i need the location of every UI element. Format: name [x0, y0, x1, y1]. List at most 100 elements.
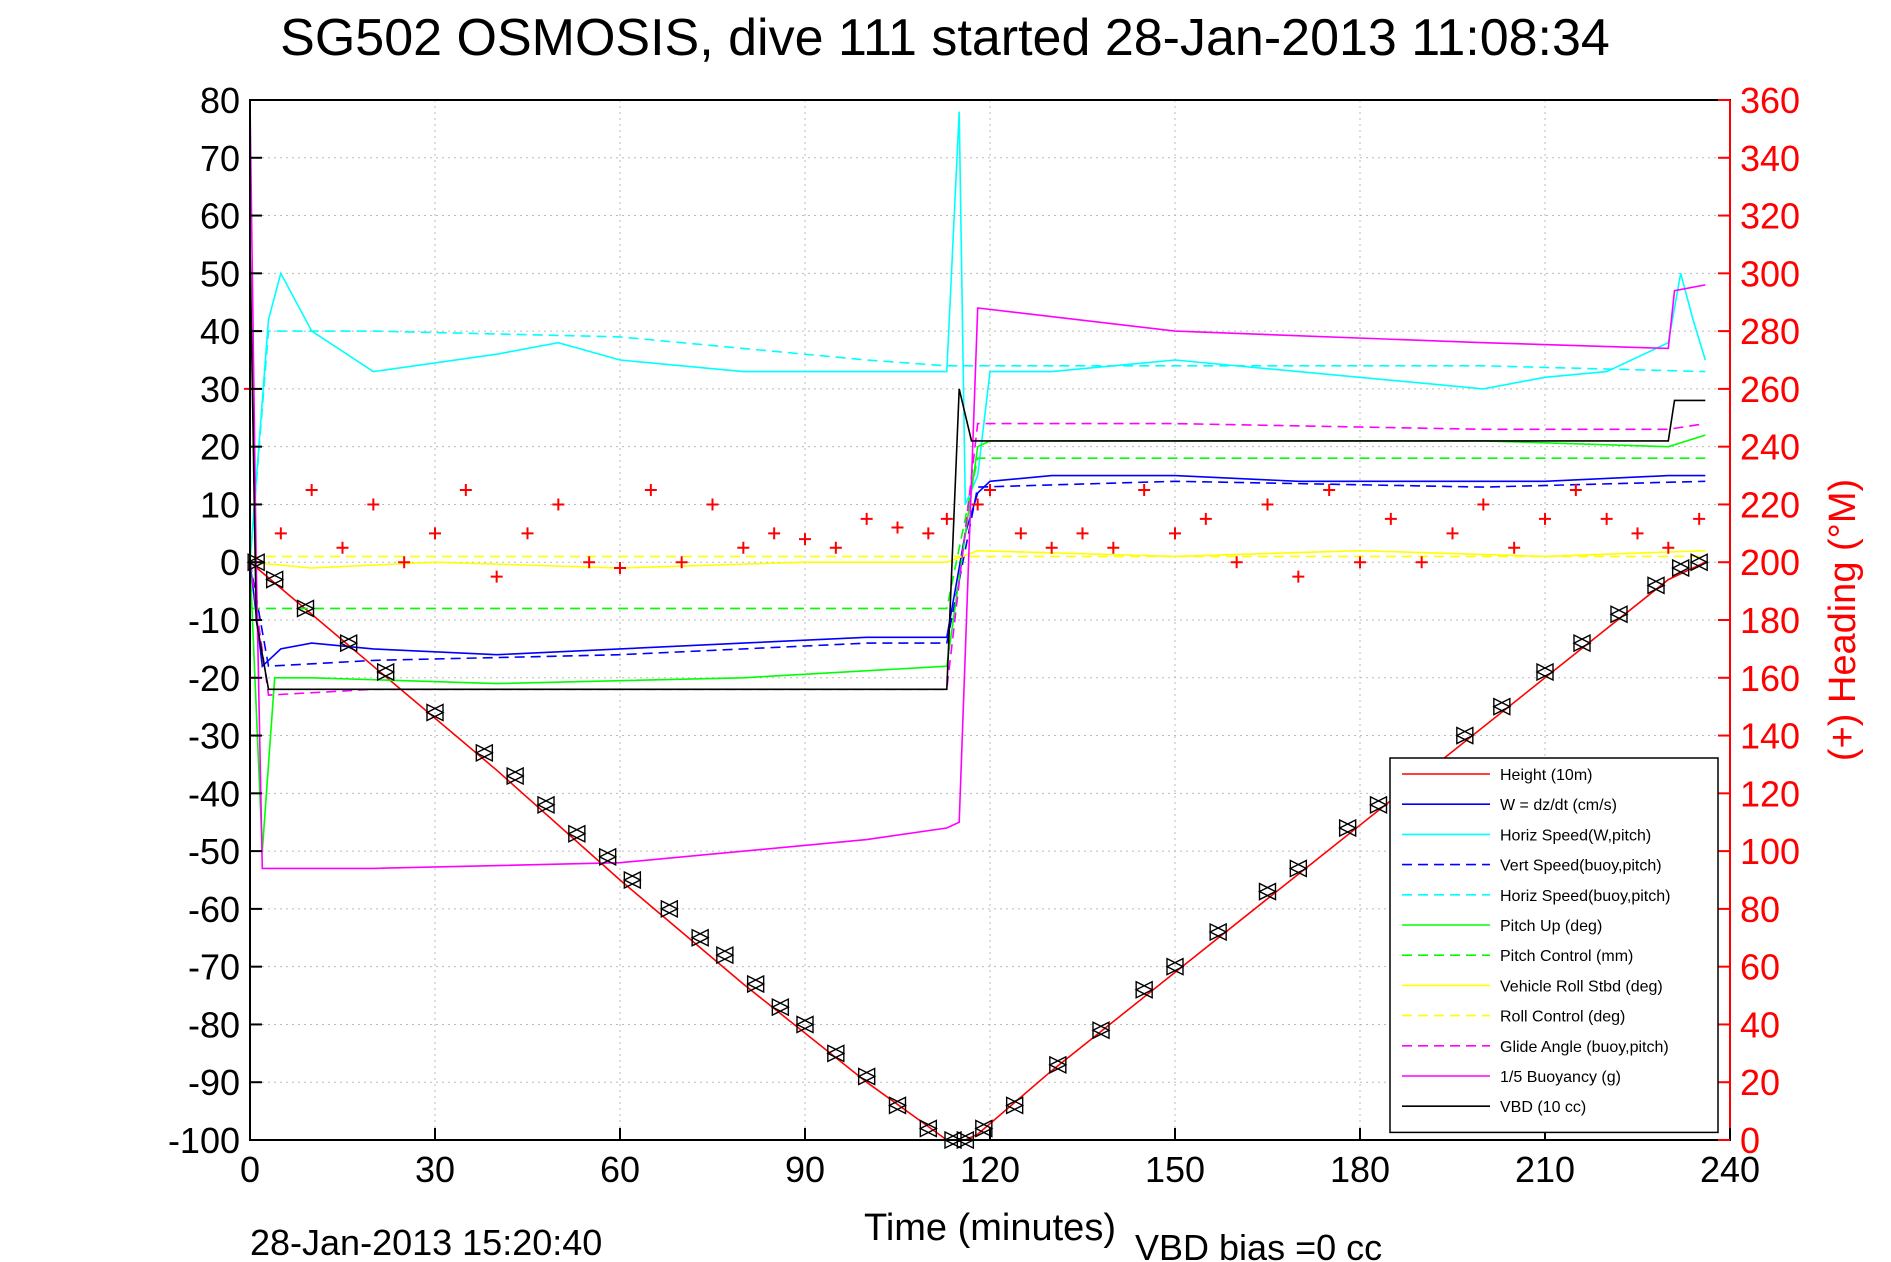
y-tick-label: -50 [188, 831, 240, 872]
heading-point [768, 527, 781, 540]
depth-marker [1492, 697, 1512, 716]
heading-point [274, 527, 287, 540]
y-tick-label: 40 [200, 311, 240, 352]
y-tick-label: -40 [188, 773, 240, 814]
heading-point [1199, 512, 1212, 525]
depth-marker [1368, 795, 1389, 815]
chart-title: SG502 OSMOSIS, dive 111 started 28-Jan-2… [280, 9, 1610, 67]
heading-point [1045, 541, 1058, 554]
y-tick-label: 80 [200, 80, 240, 121]
legend-entry: Pitch Control (mm) [1500, 948, 1633, 965]
depth-marker [246, 553, 266, 572]
y2-tick-label: 240 [1740, 427, 1800, 468]
depth-marker [536, 795, 556, 815]
heading-point [1014, 527, 1027, 540]
legend-entry: Glide Angle (buoy,pitch) [1500, 1039, 1669, 1056]
x-tick-label: 0 [240, 1149, 260, 1190]
y-tick-label: -60 [188, 889, 240, 930]
heading-point [1662, 541, 1675, 554]
x-tick-label: 180 [1330, 1149, 1390, 1190]
series-line-7 [249, 549, 1706, 569]
depth-marker [1288, 859, 1308, 878]
y-tick-label: -70 [188, 947, 240, 988]
heading-point [940, 512, 953, 525]
depth-marker [918, 1119, 938, 1138]
series-line-11 [249, 244, 1706, 691]
depth-marker [1257, 882, 1278, 901]
y2-axis-label: (+) Heading (°M) [1822, 479, 1864, 761]
legend-entry: Vehicle Roll Stbd (deg) [1500, 978, 1663, 995]
y2-tick-label: 280 [1740, 311, 1800, 352]
heading-point [860, 512, 873, 525]
heading-point [799, 533, 811, 546]
depth-marker [1005, 1096, 1025, 1115]
depth-marker [1165, 957, 1185, 976]
heading-point [1446, 527, 1459, 540]
depth-marker [715, 945, 735, 965]
heading-point [1539, 512, 1551, 525]
y-tick-label: -30 [188, 716, 240, 757]
y2-tick-label: 200 [1740, 542, 1800, 583]
heading-point [1169, 527, 1181, 540]
series-line-1 [249, 474, 1706, 668]
heading-point [675, 556, 688, 569]
depth-marker [974, 1119, 994, 1138]
depth-marker [1535, 662, 1555, 682]
legend: Height (10m) W = dz/dt (cm/s) Horiz Speed(… [1389, 757, 1719, 1134]
depth-marker [857, 1067, 877, 1086]
legend-entry: Horiz Speed(buoy,pitch) [1500, 888, 1670, 905]
x-tick-label: 120 [960, 1149, 1020, 1190]
depth-marker [1455, 726, 1475, 745]
heading-point [336, 541, 349, 554]
legend-entry: Roll Control (deg) [1500, 1009, 1625, 1026]
heading-point [614, 562, 626, 574]
heading-point [644, 484, 657, 496]
heading-point [1631, 527, 1644, 540]
legend-entry: W = dz/dt (cm/s) [1500, 797, 1617, 814]
heading-point [1261, 498, 1274, 511]
series-line-10 [249, 99, 1706, 870]
legend-entry: Vert Speed(buoy,pitch) [1500, 858, 1662, 875]
heading-point [922, 527, 935, 540]
y2-ticks: 3603403203002802602402202001801601401201… [1718, 80, 1800, 1161]
y-tick-label: 50 [200, 253, 240, 294]
depth-marker [622, 870, 642, 890]
heading-point [1508, 541, 1521, 554]
depth-marker [567, 824, 587, 843]
y2-tick-label: 40 [1740, 1004, 1780, 1045]
series-line-3 [249, 480, 1706, 668]
y-tick-label: 10 [200, 484, 240, 525]
heading-point [521, 527, 534, 540]
depth-marker [887, 1096, 908, 1115]
depth-marker [339, 633, 359, 653]
heading-point [1600, 512, 1613, 525]
series-line-4 [249, 330, 1706, 563]
y2-tick-label: 80 [1740, 889, 1780, 930]
y-tick-label: 20 [200, 427, 240, 468]
heading-point [706, 498, 719, 511]
legend-entry: Horiz Speed(W,pitch) [1500, 827, 1651, 844]
heading-point [891, 521, 904, 534]
heading-point [429, 527, 441, 540]
depth-marker [746, 974, 766, 994]
heading-point [1415, 556, 1428, 569]
depth-marker [1572, 633, 1592, 653]
y2-tick-label: 0 [1740, 1120, 1760, 1161]
depth-marker [1208, 922, 1228, 942]
depth-marker [1609, 605, 1629, 624]
depth-marker [295, 599, 316, 618]
depth-marker [826, 1044, 846, 1063]
depth-marker [1646, 576, 1666, 595]
heading-point [1384, 512, 1397, 525]
legend-entry: VBD (10 cc) [1500, 1099, 1586, 1116]
y2-tick-label: 300 [1740, 253, 1800, 294]
heading-point [490, 570, 503, 583]
heading-point [829, 541, 842, 554]
heading-point [1693, 512, 1706, 525]
heading-point [1107, 541, 1120, 554]
y-tick-label: 60 [200, 196, 240, 237]
heading-point [984, 484, 996, 496]
depth-marker [1671, 558, 1691, 578]
marker-layer [246, 553, 1709, 1150]
